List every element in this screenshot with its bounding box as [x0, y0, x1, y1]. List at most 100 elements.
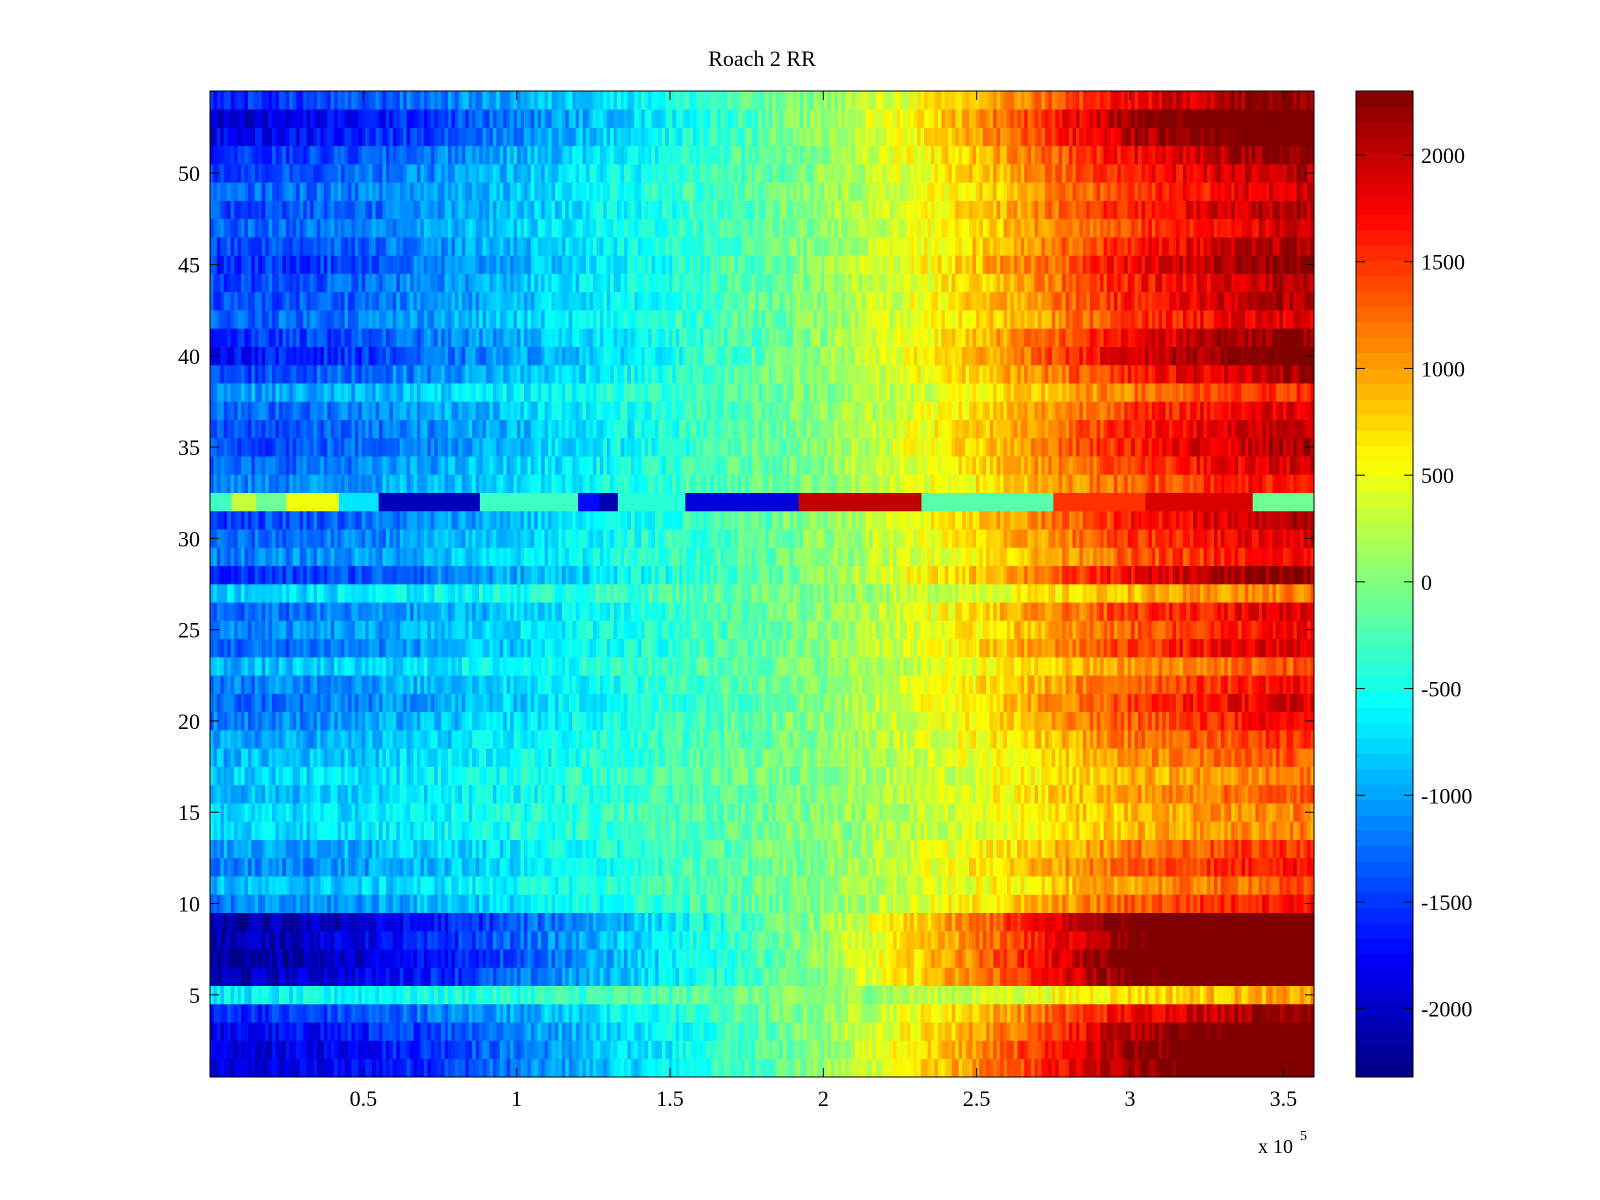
heatmap-cell [700, 803, 704, 822]
heatmap-cell [690, 894, 694, 913]
heatmap-cell [1221, 821, 1225, 840]
heatmap-cell [562, 876, 566, 895]
heatmap-cell [948, 913, 952, 932]
heatmap-cell [617, 803, 621, 822]
heatmap-cell [962, 1004, 966, 1023]
heatmap-cell [866, 949, 870, 968]
heatmap-cell [469, 913, 473, 932]
heatmap-cell [917, 858, 921, 877]
heatmap-cell [586, 840, 590, 859]
heatmap-cell [548, 1004, 552, 1023]
heatmap-cell [1007, 967, 1011, 986]
heatmap-cell [324, 840, 328, 859]
heatmap-cell [307, 1022, 311, 1041]
heatmap-cell [507, 840, 511, 859]
heatmap-cell [379, 803, 383, 822]
heatmap-cell [1014, 986, 1018, 1005]
heatmap-cell [569, 949, 573, 968]
heatmap-cell [1255, 840, 1259, 859]
heatmap-cell [659, 986, 663, 1005]
heatmap-cell [386, 803, 390, 822]
heatmap-cell [962, 949, 966, 968]
heatmap-cell [1280, 876, 1284, 895]
heatmap-cell [538, 840, 542, 859]
heatmap-cell [569, 986, 573, 1005]
heatmap-cell [641, 1059, 645, 1078]
heatmap-cell [476, 1004, 480, 1023]
heatmap-cell [734, 1022, 738, 1041]
heatmap-cell [320, 1040, 324, 1059]
heatmap-cell [903, 1059, 907, 1078]
heatmap-cell [924, 913, 928, 932]
heatmap-cell [503, 931, 507, 950]
heatmap-cell [293, 803, 297, 822]
heatmap-cell [852, 858, 856, 877]
heatmap-cell [314, 1004, 318, 1023]
heatmap-cell [334, 1059, 338, 1078]
heatmap-cell [510, 840, 514, 859]
heatmap-cell [586, 1022, 590, 1041]
heatmap-cell [1110, 840, 1114, 859]
heatmap-cell [476, 858, 480, 877]
heatmap-cell [296, 803, 300, 822]
heatmap-cell [1104, 967, 1108, 986]
heatmap-cell [724, 913, 728, 932]
heatmap-cell [810, 858, 814, 877]
heatmap-cell [296, 858, 300, 877]
heatmap-cell [1048, 949, 1052, 968]
heatmap-cell [510, 1059, 514, 1078]
heatmap-cell [876, 821, 880, 840]
heatmap-cell [966, 949, 970, 968]
heatmap-cell [596, 967, 600, 986]
heatmap-cell [548, 785, 552, 804]
heatmap-cell [914, 1004, 918, 1023]
heatmap-cell [852, 967, 856, 986]
heatmap-cell [386, 1022, 390, 1041]
heatmap-cell [431, 913, 435, 932]
heatmap-cell [552, 840, 556, 859]
heatmap-cell [1010, 986, 1014, 1005]
heatmap-cell [469, 894, 473, 913]
heatmap-cell [576, 949, 580, 968]
heatmap-cell [1286, 913, 1290, 932]
heatmap-cell [845, 913, 849, 932]
heatmap-cell [1297, 931, 1301, 950]
heatmap-cell [1114, 876, 1118, 895]
heatmap-cell [355, 785, 359, 804]
heatmap-cell [476, 986, 480, 1005]
heatmap-cell [524, 931, 528, 950]
heatmap-cell [320, 894, 324, 913]
heatmap-cell [772, 858, 776, 877]
heatmap-cell [414, 913, 418, 932]
heatmap-cell [890, 1022, 894, 1041]
heatmap-cell [213, 967, 217, 986]
heatmap-cell [828, 1040, 832, 1059]
heatmap-cell [317, 913, 321, 932]
heatmap-cell [465, 840, 469, 859]
heatmap-cell [672, 876, 676, 895]
heatmap-cell [845, 967, 849, 986]
heatmap-cell [334, 1040, 338, 1059]
heatmap-cell [1266, 803, 1270, 822]
heatmap-cell [1252, 1022, 1256, 1041]
heatmap-cell [959, 858, 963, 877]
heatmap-cell [1173, 949, 1177, 968]
heatmap-cell [935, 949, 939, 968]
heatmap-cell [707, 1040, 711, 1059]
heatmap-cell [534, 785, 538, 804]
heatmap-cell [1066, 840, 1070, 859]
heatmap-cell [910, 803, 914, 822]
heatmap-cell [1166, 894, 1170, 913]
heatmap-cell [755, 803, 759, 822]
heatmap-cell [445, 803, 449, 822]
heatmap-cell [452, 931, 456, 950]
heatmap-cell [886, 821, 890, 840]
heatmap-cell [786, 858, 790, 877]
heatmap-cell [527, 785, 531, 804]
heatmap-cell [1214, 949, 1218, 968]
heatmap-cell [627, 1022, 631, 1041]
heatmap-cell [289, 967, 293, 986]
heatmap-cell [1059, 931, 1063, 950]
heatmap-cell [489, 894, 493, 913]
heatmap-cell [1204, 986, 1208, 1005]
